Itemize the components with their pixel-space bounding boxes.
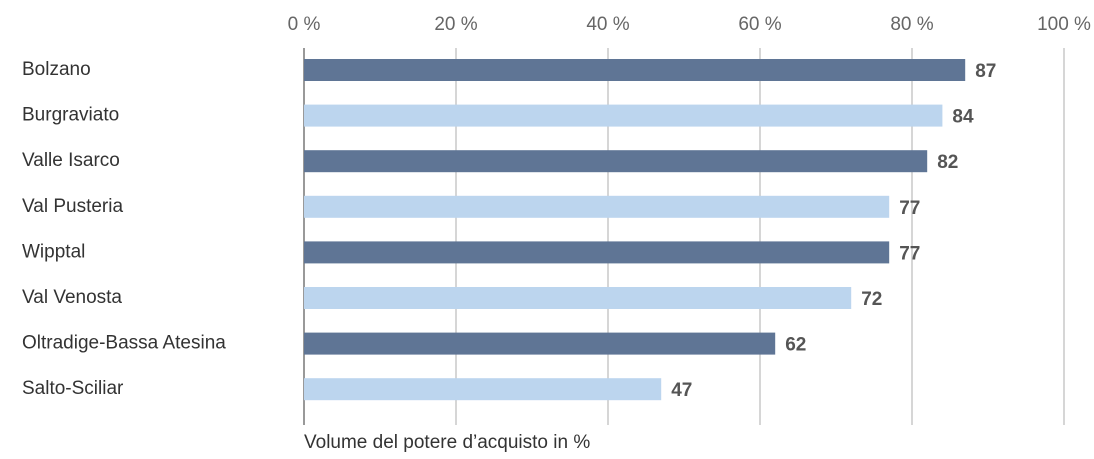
data-label: 77 <box>899 198 920 219</box>
bar <box>304 104 943 127</box>
x-tick-label: 60 % <box>738 14 781 35</box>
bar <box>304 287 852 309</box>
data-label: 84 <box>952 107 974 128</box>
x-tick-label: 80 % <box>890 14 933 35</box>
data-label: 87 <box>975 61 996 82</box>
category-label: Wipptal <box>22 241 85 262</box>
bar <box>304 150 928 173</box>
data-label: 77 <box>899 243 920 264</box>
bar <box>304 378 662 401</box>
x-tick-label: 20 % <box>434 14 477 35</box>
x-tick-label: 40 % <box>586 14 629 35</box>
category-label: Bolzano <box>22 59 91 80</box>
x-axis-label: Volume del potere d’acquisto in % <box>304 432 590 453</box>
category-label: Salto-Sciliar <box>22 378 124 399</box>
category-label: Oltradige-Bassa Atesina <box>22 333 226 354</box>
category-label: Val Pusteria <box>22 196 123 217</box>
data-label: 72 <box>861 289 882 310</box>
data-label: 62 <box>785 335 806 356</box>
x-tick-label: 100 % <box>1037 14 1091 35</box>
bar <box>304 241 890 264</box>
data-label: 82 <box>937 152 958 173</box>
bar <box>304 195 890 218</box>
bar <box>304 332 776 355</box>
x-tick-label: 0 % <box>288 14 321 35</box>
category-label: Burgraviato <box>22 105 119 126</box>
data-label: 47 <box>671 380 692 401</box>
category-label: Valle Isarco <box>22 150 120 171</box>
category-label: Val Venosta <box>22 287 122 308</box>
bar <box>304 59 966 81</box>
